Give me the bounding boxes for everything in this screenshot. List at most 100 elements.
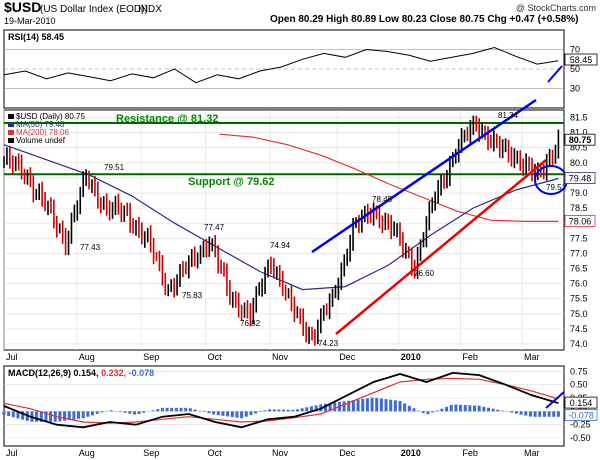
- macd-hist-bar: [258, 411, 262, 412]
- price-annotation: 75.83: [182, 291, 203, 300]
- price-y-tick: 75.0: [570, 309, 588, 319]
- macd-hist-bar: [156, 409, 160, 412]
- macd-hist-bar: [445, 406, 449, 412]
- macd-hist-bar: [174, 407, 178, 412]
- price-badge-text: 79.48: [569, 174, 592, 184]
- macd-hist-bar: [207, 411, 211, 414]
- macd-hist-bar: [542, 411, 546, 417]
- x-label: 2010: [401, 352, 421, 362]
- x-label: Mar: [524, 448, 540, 458]
- macd-hist-bar: [328, 403, 332, 412]
- macd-hist-bar: [291, 409, 295, 412]
- macd-hist-bar: [556, 411, 560, 417]
- price-annotation: 76.82: [240, 319, 261, 328]
- macd-hist-bar: [473, 405, 477, 412]
- macd-hist-bar: [393, 400, 397, 412]
- price-annotation: 81.34: [498, 111, 519, 120]
- macd-badge: [564, 396, 598, 409]
- rsi-line: [3, 46, 559, 84]
- price-y-tick: 79.0: [570, 188, 588, 198]
- rsi-grid: [4, 49, 564, 89]
- price-annotation: 74.23: [318, 339, 339, 348]
- x-label: Oct: [208, 448, 223, 458]
- symbol-label: $USD: [4, 0, 41, 15]
- watermark: @ StockCharts.com: [516, 3, 596, 13]
- x-label: Jul: [6, 352, 18, 362]
- macd-hist-bar: [77, 411, 81, 419]
- x-label: Aug: [79, 352, 95, 362]
- macd-label: MACD(12,26,9) 0.154, 0.232, -0.078: [8, 368, 154, 378]
- price-annotation: 76.60: [414, 269, 435, 278]
- macd-hist-bar: [533, 411, 537, 417]
- legend-entry: MA(200) 78.06: [16, 128, 69, 137]
- macd-hist-bar: [67, 411, 71, 421]
- legend-swatch: [8, 122, 14, 127]
- macd-tick: 0.50: [570, 380, 588, 390]
- legend-swatch: [8, 114, 14, 119]
- macd-hist-bar: [81, 411, 85, 419]
- macd-hist-bar: [268, 409, 272, 412]
- macd-hist-bar: [193, 409, 197, 412]
- macd-hist-bar: [449, 405, 453, 412]
- rsi-tick: 70: [570, 45, 580, 55]
- macd-hist-bar: [314, 405, 318, 412]
- x-label: 2010: [401, 448, 421, 458]
- rsi-value-badge: [564, 53, 598, 66]
- macd-label-main: MACD(12,26,9) 0.154,: [8, 368, 99, 378]
- price-badges: 80.75 79.48 78.06: [564, 133, 596, 227]
- macd-hist-bar: [151, 410, 155, 412]
- macd-hist-bar: [240, 411, 244, 419]
- price-badge: [564, 133, 596, 146]
- macd-hist-bar: [389, 399, 393, 412]
- macd-label-signal: 0.232,: [101, 368, 126, 378]
- legend-swatch: [8, 130, 14, 135]
- x-label: Sep: [143, 352, 159, 362]
- macd-hist-bar: [39, 411, 43, 422]
- macd-hist-bar: [198, 410, 202, 412]
- price-y-tick: 76.0: [570, 279, 588, 289]
- x-label: Dec: [339, 448, 356, 458]
- macd-label-hist: -0.078: [129, 368, 155, 378]
- macd-trendline: [545, 391, 565, 409]
- price-annotations: 81.34 79.51 77.43 77.47 75.83 76.82 74.94 74.23…: [80, 111, 567, 348]
- macd-badges: 0.154 -0.078: [564, 396, 598, 421]
- macd-hist-bar: [216, 411, 220, 416]
- price-panel: [3, 109, 565, 351]
- macd-hist-bar: [272, 409, 276, 412]
- macd-hist-bar: [398, 400, 402, 412]
- x-label: Nov: [272, 448, 289, 458]
- macd-hist-bar: [379, 398, 383, 412]
- price-y-tick: 77.5: [570, 233, 588, 243]
- rsi-label: RSI(14) 58.45: [8, 32, 64, 42]
- macd-badge-text: 0.154: [570, 398, 593, 408]
- exchange-label: INDX: [138, 4, 162, 15]
- macd-hist-bar: [468, 405, 472, 412]
- macd-hist-bar: [109, 410, 113, 412]
- macd-hist-bar: [244, 411, 248, 417]
- macd-hist-bar: [407, 405, 411, 412]
- macd-line: [3, 371, 559, 429]
- macd-hist-bar: [282, 409, 286, 412]
- macd-hist-bar: [300, 408, 304, 412]
- price-annotation: 79.51: [546, 183, 567, 192]
- macd-hist-bar: [514, 411, 518, 414]
- macd-hist-bar: [235, 411, 239, 418]
- price-y-tick: 77.0: [570, 248, 588, 258]
- macd-hist-bar: [384, 399, 388, 412]
- macd-hist-bar: [305, 407, 309, 412]
- price-annotation: 74.94: [270, 241, 291, 250]
- macd-hist-bar: [49, 411, 53, 422]
- macd-hist-bar: [100, 411, 104, 413]
- price-badge-text: 80.75: [569, 135, 592, 145]
- macd-hist-bar: [86, 411, 90, 417]
- price-y-tick: 80.5: [570, 143, 588, 153]
- x-label: Dec: [339, 352, 356, 362]
- macd-hist-bar: [435, 410, 439, 412]
- macd-hist-bar: [160, 407, 164, 412]
- x-label: Nov: [272, 352, 289, 362]
- macd-hist-bar: [44, 411, 48, 422]
- macd-hist-bar: [356, 399, 360, 412]
- upper-trendline: [311, 98, 537, 254]
- macd-hist-bar: [361, 398, 365, 412]
